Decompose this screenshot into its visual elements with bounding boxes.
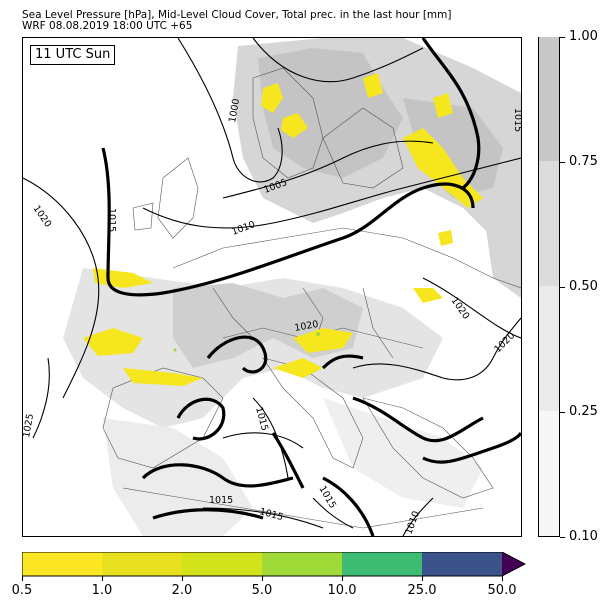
- precip-tick: [22, 576, 23, 581]
- cover-tick-label: 0.75: [569, 154, 598, 169]
- isobar-label: 1015: [512, 108, 521, 132]
- precip-band-3: [182, 552, 262, 576]
- cover-tick: [560, 37, 565, 38]
- isobar-1015: [101, 38, 521, 536]
- precip-tick: [342, 576, 343, 581]
- isobar-label: 1020: [492, 330, 517, 355]
- isobar-label: 1015: [258, 506, 284, 523]
- chart-subtitle: WRF 08.08.2019 18:00 UTC +65: [22, 20, 193, 32]
- precip-tick-label: 5.0: [251, 583, 273, 598]
- cover-tick: [560, 162, 565, 163]
- isobar-label: 1010: [403, 510, 422, 536]
- isobar-label: 1015: [316, 484, 338, 510]
- isobar-label: 1025: [23, 413, 36, 439]
- cover-tick-label: 1.00: [569, 29, 598, 44]
- isobar-label: 1010: [230, 219, 256, 238]
- cover-band-1: [539, 411, 559, 536]
- precip-tick-label: 50.0: [487, 583, 517, 598]
- precip-tick-label: 25.0: [407, 583, 437, 598]
- precip-tick: [422, 576, 423, 581]
- cloud-region-mediterranean: [323, 398, 483, 508]
- precip-tick-label: 0.5: [11, 583, 33, 598]
- precip-green-layer: [173, 332, 320, 352]
- cover-tick: [560, 412, 565, 413]
- isobar-label: 1015: [253, 406, 270, 432]
- isobars: [23, 38, 521, 536]
- cloud-region-iberia: [103, 418, 253, 536]
- isobar-label: 1020: [294, 319, 320, 334]
- isobar-label: 1020: [449, 295, 472, 321]
- precip-tick: [502, 576, 503, 581]
- cover-tick-label: 0.10: [569, 529, 598, 544]
- chart-title: Sea Level Pressure [hPa], Mid-Level Clou…: [22, 9, 452, 21]
- isobar-label: 1015: [106, 208, 117, 232]
- cover-tick: [560, 287, 565, 288]
- time-label: 11 UTC Sun: [30, 45, 116, 65]
- precip-band-6: [422, 552, 502, 576]
- cover-tick-label: 0.25: [569, 404, 598, 419]
- precip-band-2: [102, 552, 182, 576]
- precip-tick: [102, 576, 103, 581]
- precip-extend-arrow: [502, 552, 525, 576]
- isobar-label: 1015: [209, 495, 233, 506]
- cover-band-4: [539, 37, 559, 161]
- precip-frame: [22, 552, 527, 577]
- precip-tick-label: 10.0: [327, 583, 357, 598]
- precip-tick-label: 2.0: [171, 583, 193, 598]
- precip-tick: [262, 576, 263, 581]
- isobar-label: 1020: [31, 203, 54, 229]
- precip-band-4: [262, 552, 342, 576]
- map-panel: 1000 1005 1010 1015 1020 1015 1020 1020 …: [22, 37, 522, 537]
- cloud-cover-colorbar: [538, 37, 560, 537]
- cloud-region-east: [483, 198, 521, 298]
- cloud-cover-layer: [63, 38, 521, 536]
- cover-band-2: [539, 286, 559, 411]
- precip-band-5: [342, 552, 422, 576]
- isobar-label: 1000: [227, 98, 242, 124]
- precip-tick-label: 1.0: [91, 583, 113, 598]
- cover-band-3: [539, 161, 559, 286]
- precip-tick: [182, 576, 183, 581]
- cover-tick: [560, 537, 565, 538]
- weather-map: 1000 1005 1010 1015 1020 1015 1020 1020 …: [23, 38, 521, 536]
- precip-colorbar: [22, 552, 527, 577]
- cover-tick-label: 0.50: [569, 279, 598, 294]
- precip-band-1: [22, 552, 102, 576]
